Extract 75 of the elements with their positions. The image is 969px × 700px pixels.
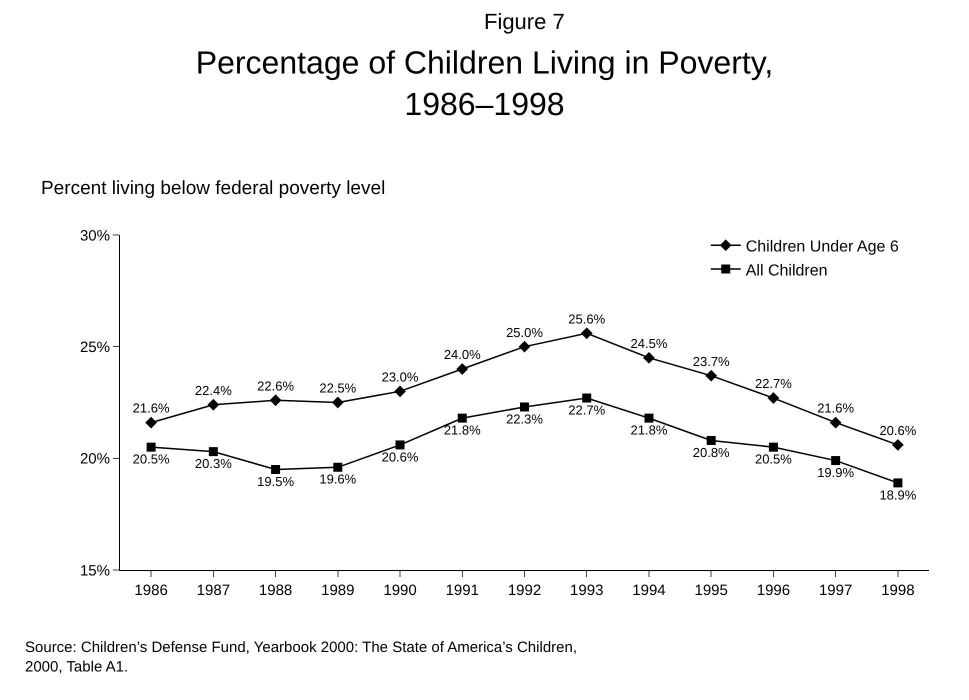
x-tick-label: 1989 <box>321 582 354 599</box>
point <box>146 442 156 452</box>
data-label: 24.5% <box>630 336 668 351</box>
chart-subtitle: Figure 7 <box>484 9 565 34</box>
data-label: 20.3% <box>194 456 232 472</box>
x-tick-label: 1996 <box>756 582 790 599</box>
x-tick-label: 1997 <box>818 582 852 599</box>
data-label: 19.5% <box>257 474 294 489</box>
point <box>396 440 405 450</box>
point <box>831 456 840 466</box>
data-label: 22.5% <box>319 380 357 396</box>
x-tick-label: 1987 <box>196 582 230 599</box>
x-tick-label: 1988 <box>258 582 292 599</box>
data-label: 25.0% <box>506 324 544 340</box>
y-axis-title: Percent living below federal poverty level <box>41 178 386 199</box>
x-tick-label: 1993 <box>570 582 604 599</box>
point <box>332 396 344 408</box>
legend-label: All Children <box>746 262 828 280</box>
y-tick-label: 25% <box>80 338 110 356</box>
data-label: 19.9% <box>817 464 855 480</box>
x-tick-label: 1990 <box>383 582 417 599</box>
legend-label: Children Under Age 6 <box>746 238 899 256</box>
x-tick-label: 1991 <box>446 582 479 599</box>
point <box>768 392 780 404</box>
point <box>582 394 592 403</box>
point <box>768 442 778 452</box>
point <box>145 416 157 428</box>
data-label: 20.6% <box>879 423 917 438</box>
data-label: 25.6% <box>568 311 606 326</box>
data-label: 22.4% <box>194 382 232 398</box>
point <box>580 327 593 340</box>
point <box>458 414 467 423</box>
y-tick-label: 30% <box>80 227 110 244</box>
point <box>830 416 842 428</box>
data-label: 18.9% <box>879 487 917 502</box>
x-tick-label: 1998 <box>881 582 915 599</box>
point <box>208 398 220 411</box>
data-label: 20.5% <box>754 452 792 467</box>
data-label: 21.6% <box>817 400 855 416</box>
data-label: 21.8% <box>444 422 482 438</box>
point <box>333 462 342 472</box>
data-label: 24.0% <box>444 347 482 362</box>
data-label: 23.7% <box>692 354 730 369</box>
data-label: 22.7% <box>568 402 606 418</box>
point <box>705 370 718 382</box>
point <box>644 414 654 423</box>
data-label: 23.0% <box>382 369 419 384</box>
point <box>394 385 406 398</box>
data-label: 22.6% <box>257 378 294 394</box>
point <box>456 363 468 375</box>
y-tick-label: 20% <box>80 450 110 468</box>
data-label: 20.6% <box>382 449 419 464</box>
point <box>893 478 902 488</box>
data-label: 21.6% <box>132 400 170 416</box>
data-label: 22.7% <box>754 376 792 392</box>
data-label: 20.5% <box>132 452 170 467</box>
point <box>518 340 530 353</box>
point <box>271 465 280 474</box>
point <box>270 394 282 406</box>
x-tick-label: 1995 <box>694 582 728 599</box>
chart-title: Percentage of Children Living in Poverty, 1986–1998 <box>196 44 774 122</box>
point <box>706 436 716 445</box>
source-note: Source: Children’s Defense Fund, Yearbook 2000: The State of America’s Children, 2000, Table A1. <box>25 639 578 676</box>
data-label: 19.6% <box>319 472 357 487</box>
x-tick-label: 1986 <box>134 582 168 599</box>
data-label: 20.8% <box>692 444 730 460</box>
x-tick-label: 1994 <box>632 582 666 599</box>
point <box>208 447 218 456</box>
data-label: 22.3% <box>506 411 544 426</box>
data-label: 21.8% <box>630 422 668 438</box>
point <box>643 352 655 364</box>
y-tick-label: 15% <box>80 562 110 580</box>
x-tick-label: 1992 <box>508 582 542 599</box>
point <box>520 402 529 412</box>
point <box>892 439 904 451</box>
